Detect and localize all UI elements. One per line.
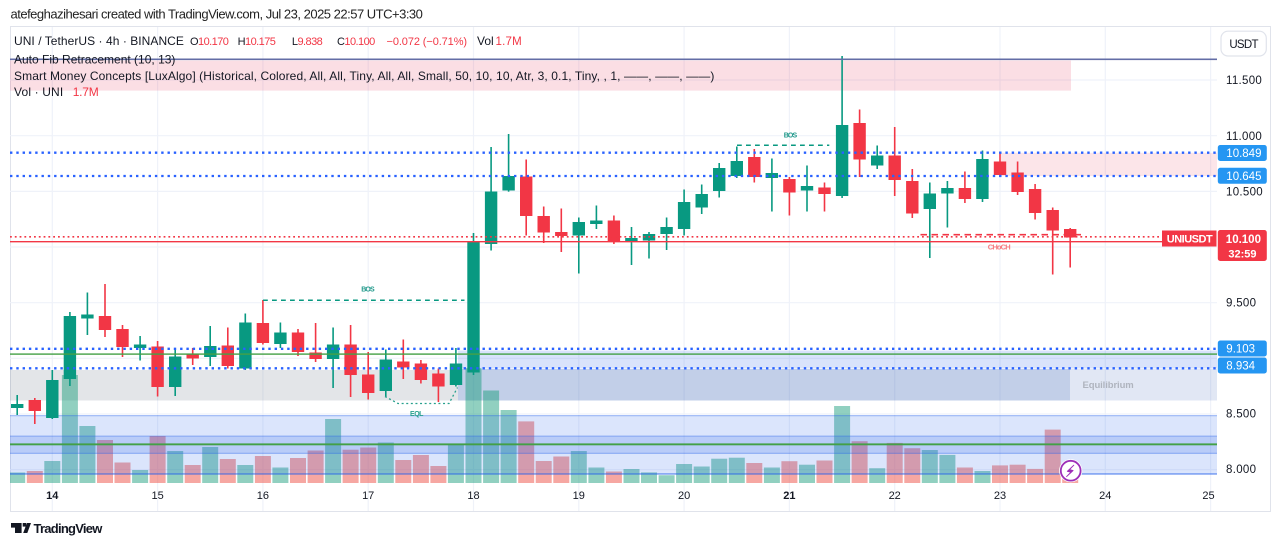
- svg-text:Smart Money Concepts [LuxAlgo]: Smart Money Concepts [LuxAlgo] (Historic…: [14, 69, 714, 83]
- svg-text:16: 16: [257, 490, 269, 502]
- svg-text:23: 23: [994, 490, 1006, 502]
- svg-text:10.645: 10.645: [1226, 171, 1261, 183]
- svg-text:10.849: 10.849: [1226, 148, 1261, 160]
- svg-text:1.7M: 1.7M: [496, 36, 522, 48]
- svg-text:20: 20: [678, 490, 690, 502]
- svg-text:EQL: EQL: [410, 411, 424, 418]
- svg-text:1.7M: 1.7M: [73, 85, 99, 99]
- svg-text:22: 22: [889, 490, 901, 502]
- svg-text:9.500: 9.500: [1226, 298, 1256, 310]
- svg-text:10.100: 10.100: [1226, 234, 1261, 246]
- svg-text:17: 17: [362, 490, 374, 502]
- svg-text:−0.072 (−0.71%): −0.072 (−0.71%): [387, 36, 467, 48]
- svg-text:BOS: BOS: [784, 133, 798, 140]
- svg-text:Equilibrium: Equilibrium: [1083, 380, 1134, 391]
- svg-text:L9.838: L9.838: [292, 36, 323, 48]
- svg-text:USDT: USDT: [1229, 39, 1258, 51]
- svg-text:25: 25: [1202, 490, 1214, 502]
- svg-text:14: 14: [46, 490, 59, 502]
- svg-text:10.500: 10.500: [1226, 187, 1263, 199]
- svg-text:11.000: 11.000: [1226, 131, 1262, 143]
- svg-text:Auto Fib Retracement (10, 13): Auto Fib Retracement (10, 13): [14, 53, 175, 67]
- svg-text:15: 15: [151, 490, 163, 502]
- svg-text:24: 24: [1099, 490, 1111, 502]
- svg-text:UNIUSDT: UNIUSDT: [1167, 234, 1213, 246]
- svg-text:18: 18: [467, 490, 479, 502]
- svg-text:C10.100: C10.100: [337, 36, 375, 48]
- svg-text:19: 19: [573, 490, 585, 502]
- svg-text:TradingView: TradingView: [34, 521, 104, 536]
- svg-text:11.500: 11.500: [1226, 75, 1262, 87]
- svg-text:32:59: 32:59: [1228, 248, 1256, 260]
- svg-text:Vol · UNI: Vol · UNI: [14, 85, 63, 99]
- svg-text:8.000: 8.000: [1226, 464, 1256, 476]
- svg-text:CHoCH: CHoCH: [988, 243, 1010, 252]
- svg-text:8.934: 8.934: [1226, 361, 1255, 373]
- svg-text:8.500: 8.500: [1226, 409, 1256, 421]
- svg-text:atefeghazihesari created with: atefeghazihesari created with TradingVie…: [11, 7, 423, 22]
- svg-text:21: 21: [783, 490, 795, 502]
- svg-text:O10.170: O10.170: [190, 36, 229, 48]
- svg-text:UNI / TetherUS · 4h · BINANCE: UNI / TetherUS · 4h · BINANCE: [14, 34, 184, 48]
- svg-text:9.103: 9.103: [1226, 344, 1255, 356]
- svg-text:H10.175: H10.175: [238, 36, 276, 48]
- svg-text:BOS: BOS: [361, 287, 375, 294]
- svg-text:Vol: Vol: [477, 34, 494, 48]
